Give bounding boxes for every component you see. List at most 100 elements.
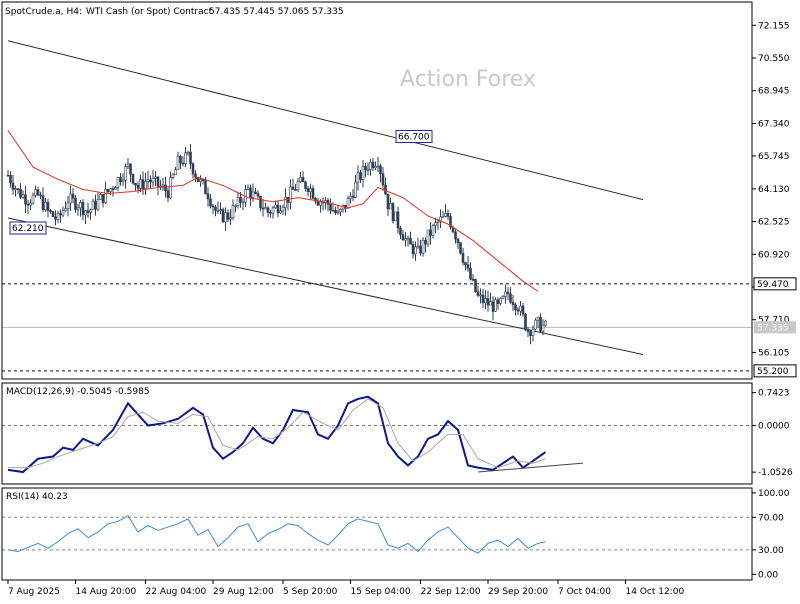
price-candle-body (109, 188, 112, 192)
time-tick-label: 15 Sep 04:00 (351, 587, 411, 597)
price-candle-body (19, 188, 22, 198)
price-candle-body (49, 210, 52, 213)
price-candle-body (306, 188, 310, 193)
price-candle-body (164, 184, 167, 192)
price-candle-body (261, 207, 265, 210)
price-candle-body (409, 237, 412, 245)
price-candle-body (364, 166, 367, 171)
price-candle-body (81, 202, 85, 216)
time-tick-label: 22 Aug 04:00 (146, 587, 207, 597)
price-candle-body (519, 305, 522, 312)
time-tick-label: 14 Oct 12:00 (626, 587, 685, 597)
price-tick-label: 72.155 (758, 21, 790, 31)
price-candle-body (449, 216, 452, 228)
price-candle-body (489, 301, 492, 306)
price-candle-body (56, 213, 60, 220)
time-tick-label: 7 Oct 04:00 (558, 587, 611, 597)
price-candle-body (141, 179, 145, 190)
price-candle-body (501, 295, 505, 299)
price-candle-body (124, 166, 127, 181)
rsi-panel (1, 487, 753, 581)
price-tick-label: 60.920 (758, 250, 790, 260)
watermark: Action Forex (400, 67, 536, 92)
price-candle-body (21, 194, 25, 198)
price-candle-body (251, 191, 255, 198)
price-candle-body (106, 189, 110, 192)
time-tick-label: 29 Sep 20:00 (488, 587, 548, 597)
macd-line (7, 395, 547, 474)
price-candle-body (224, 212, 227, 223)
price-candle-body (526, 329, 530, 332)
price-candle-body (59, 213, 62, 216)
price-candle-body (226, 212, 230, 220)
price-candle-body (51, 211, 55, 217)
price-candle-body (176, 156, 180, 171)
price-candle-body (444, 213, 447, 217)
macd-tick-label: 0.0000 (758, 422, 790, 432)
price-candle-body (281, 207, 285, 212)
price-candle-body (266, 207, 270, 213)
price-candle-body (484, 298, 487, 303)
price-candle-body (66, 202, 70, 209)
price-candle-body (126, 163, 130, 168)
price-candle-body (359, 172, 362, 180)
price-candle-body (249, 187, 252, 198)
price-candle-body (71, 193, 75, 199)
chart-header-ohlc: 57.435 57.445 57.065 57.335 (209, 7, 344, 17)
price-candle-body (119, 177, 122, 183)
price-candle-body (94, 200, 97, 210)
price-tick-label: 57.710 (758, 316, 790, 326)
price-candle-body (274, 204, 277, 209)
price-candle-body (544, 321, 547, 326)
price-tick-label: 56.105 (758, 348, 790, 358)
chart-header-instrument: WTI Cash (or Spot) Contract (86, 7, 213, 17)
price-candle-body (234, 205, 237, 207)
price-candle-body (499, 297, 502, 304)
price-candle-body (166, 190, 170, 199)
price-candle-body (481, 294, 485, 303)
price-candle-body (101, 194, 105, 203)
price-candle-body (204, 180, 207, 195)
price-candle-body (346, 198, 350, 209)
price-candle-body (464, 262, 467, 266)
price-annotation-box (9, 221, 47, 235)
price-candle-body (189, 151, 192, 164)
price-candle-body (374, 165, 377, 169)
price-tick-label: 68.945 (758, 87, 790, 97)
price-candle-body (336, 211, 340, 214)
price-candle-body (314, 198, 317, 202)
level-label: 59.470 (757, 280, 789, 290)
price-tick-label: 67.340 (758, 119, 790, 129)
price-candle-body (86, 210, 90, 213)
level-label: 55.200 (757, 367, 789, 377)
price-candle-body (31, 194, 35, 204)
price-candle-body (254, 191, 257, 194)
price-candle-body (476, 291, 480, 296)
price-candle-body (214, 206, 217, 211)
price-candle-body (304, 181, 307, 189)
price-candle-body (211, 205, 215, 208)
price-candle-body (411, 243, 415, 255)
price-candle-body (371, 161, 375, 169)
macd-trendline (477, 462, 584, 473)
price-candle-body (76, 207, 80, 210)
price-candle-body (236, 196, 240, 206)
price-candle-body (516, 309, 520, 312)
macd-panel (1, 382, 753, 485)
price-candle-body (424, 239, 427, 245)
price-candle-body (29, 202, 32, 206)
price-candle-body (271, 207, 275, 214)
price-candle-body (179, 156, 182, 164)
time-tick-label: 14 Aug 20:00 (76, 587, 137, 597)
price-candle-body (241, 201, 245, 204)
price-candle-body (414, 246, 417, 255)
price-candle-body (351, 195, 355, 198)
price-candle-body (379, 165, 382, 175)
price-tick-label: 70.550 (758, 54, 790, 64)
price-candle-body (531, 328, 535, 336)
price-candle-body (69, 193, 72, 204)
price-candle-body (34, 189, 37, 196)
price-panel (1, 1, 753, 380)
price-candle-body (381, 173, 385, 186)
price-tick-label: 64.130 (758, 185, 790, 195)
